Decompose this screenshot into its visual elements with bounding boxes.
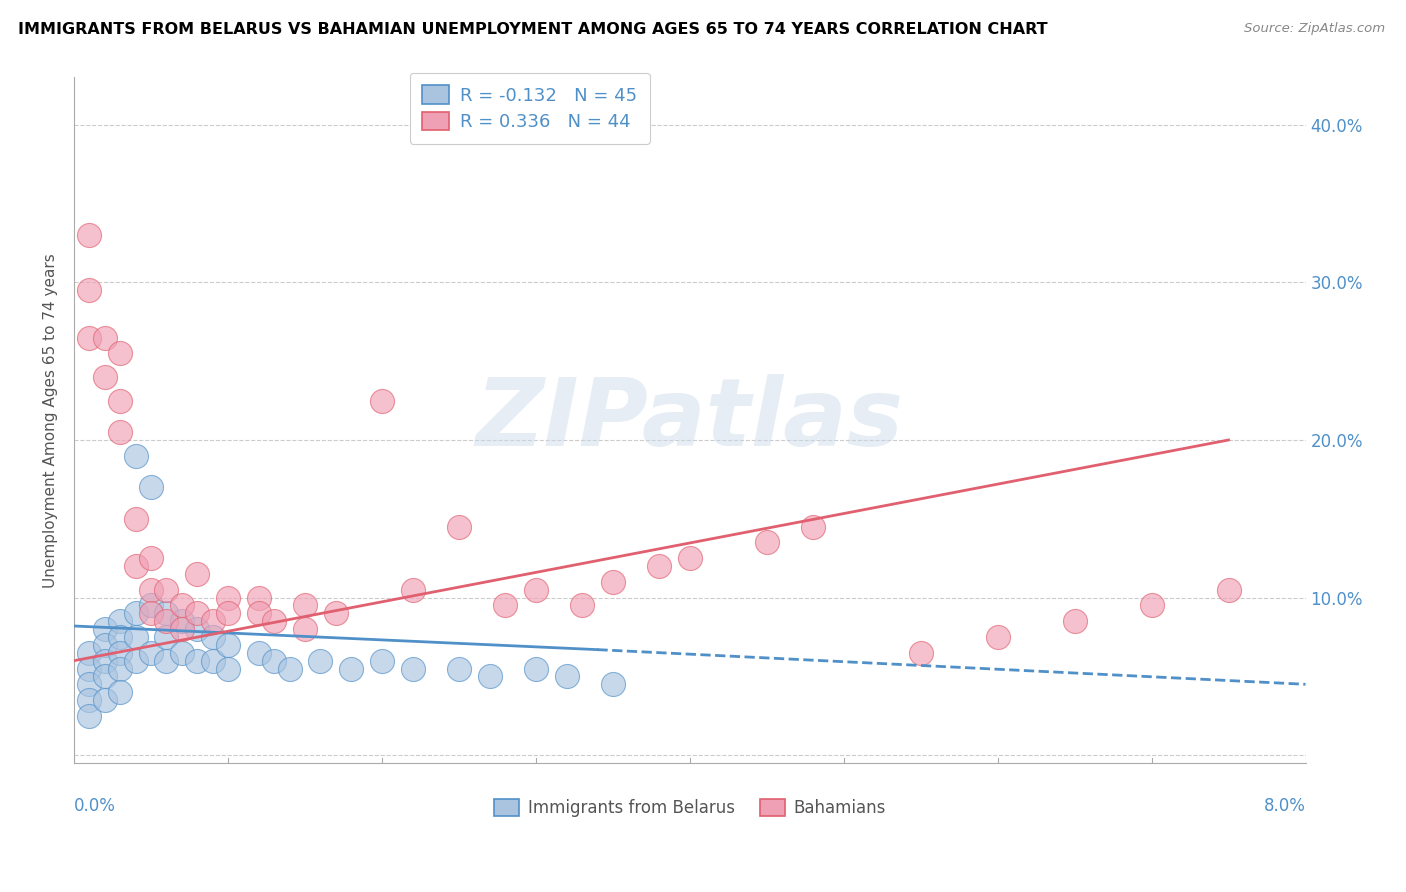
Point <box>1063 614 1085 628</box>
Point <box>124 654 146 668</box>
Text: IMMIGRANTS FROM BELARUS VS BAHAMIAN UNEMPLOYMENT AMONG AGES 65 TO 74 YEARS CORRE: IMMIGRANTS FROM BELARUS VS BAHAMIAN UNEM… <box>18 22 1047 37</box>
Point <box>79 646 101 660</box>
Point <box>94 622 117 636</box>
Point <box>602 574 624 589</box>
Point <box>124 559 146 574</box>
Text: 8.0%: 8.0% <box>1264 797 1306 815</box>
Point <box>170 646 193 660</box>
Point <box>294 622 316 636</box>
Point <box>217 591 239 605</box>
Point <box>79 330 101 344</box>
Point <box>155 630 177 644</box>
Point <box>648 559 671 574</box>
Point <box>139 551 162 566</box>
Point <box>755 535 778 549</box>
Point <box>217 607 239 621</box>
Point <box>139 599 162 613</box>
Point <box>1140 599 1163 613</box>
Point <box>110 425 132 439</box>
Point <box>170 622 193 636</box>
Point <box>402 661 425 675</box>
Point <box>94 693 117 707</box>
Point <box>79 677 101 691</box>
Point <box>247 607 270 621</box>
Point <box>110 685 132 699</box>
Point <box>679 551 702 566</box>
Point <box>278 661 301 675</box>
Point <box>201 654 224 668</box>
Point <box>201 614 224 628</box>
Text: Source: ZipAtlas.com: Source: ZipAtlas.com <box>1244 22 1385 36</box>
Point <box>94 669 117 683</box>
Point <box>110 614 132 628</box>
Point <box>217 661 239 675</box>
Point <box>170 599 193 613</box>
Point <box>987 630 1010 644</box>
Point <box>294 599 316 613</box>
Point <box>910 646 932 660</box>
Point <box>139 646 162 660</box>
Point <box>94 330 117 344</box>
Point <box>494 599 516 613</box>
Point <box>201 630 224 644</box>
Point <box>139 582 162 597</box>
Point <box>155 607 177 621</box>
Point <box>110 646 132 660</box>
Point <box>110 661 132 675</box>
Point <box>186 654 208 668</box>
Point <box>79 228 101 243</box>
Point <box>186 566 208 581</box>
Point <box>371 654 394 668</box>
Point <box>186 607 208 621</box>
Point <box>263 614 285 628</box>
Point <box>186 622 208 636</box>
Point <box>155 654 177 668</box>
Point <box>478 669 501 683</box>
Point <box>801 519 824 533</box>
Point <box>139 607 162 621</box>
Point <box>340 661 363 675</box>
Point <box>447 661 470 675</box>
Point <box>94 638 117 652</box>
Point <box>170 614 193 628</box>
Point <box>371 393 394 408</box>
Point <box>571 599 593 613</box>
Point <box>79 661 101 675</box>
Point <box>524 661 547 675</box>
Point <box>325 607 347 621</box>
Point <box>79 709 101 723</box>
Point <box>263 654 285 668</box>
Point <box>79 693 101 707</box>
Point <box>1218 582 1240 597</box>
Point <box>247 646 270 660</box>
Point <box>110 393 132 408</box>
Point <box>524 582 547 597</box>
Point <box>124 449 146 463</box>
Point <box>79 283 101 297</box>
Point <box>247 591 270 605</box>
Point <box>94 370 117 384</box>
Point <box>110 346 132 360</box>
Point <box>94 654 117 668</box>
Point <box>139 480 162 494</box>
Point <box>217 638 239 652</box>
Point <box>309 654 332 668</box>
Point <box>155 582 177 597</box>
Point <box>124 607 146 621</box>
Point <box>155 614 177 628</box>
Point <box>110 630 132 644</box>
Point <box>555 669 578 683</box>
Legend: Immigrants from Belarus, Bahamians: Immigrants from Belarus, Bahamians <box>488 792 891 823</box>
Point <box>447 519 470 533</box>
Point <box>402 582 425 597</box>
Point <box>602 677 624 691</box>
Text: ZIPatlas: ZIPatlas <box>475 375 904 467</box>
Point <box>124 630 146 644</box>
Point <box>124 512 146 526</box>
Y-axis label: Unemployment Among Ages 65 to 74 years: Unemployment Among Ages 65 to 74 years <box>44 253 58 588</box>
Text: 0.0%: 0.0% <box>75 797 115 815</box>
